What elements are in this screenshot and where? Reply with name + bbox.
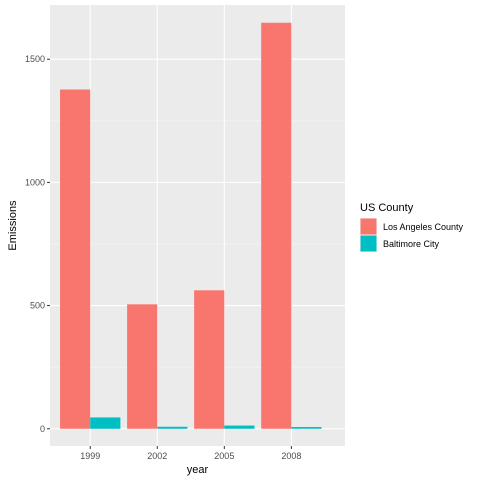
bar-1999-baltimore [90,417,121,429]
y-tick-label: 500 [30,301,45,311]
bar-2005-los-angeles [194,290,225,429]
y-tick-label: 1000 [25,177,45,187]
bar-2002-baltimore [157,426,188,429]
y-tick-label: 0 [40,424,45,434]
x-tick-label: 2008 [281,451,301,461]
legend-label: Los Angeles County [383,222,464,232]
bar-2002-los-angeles [127,304,158,429]
x-tick-label: 2005 [214,451,234,461]
legend: US County Los Angeles County Baltimore Ci… [360,202,464,252]
x-tick-label: 1999 [80,451,100,461]
legend-swatch [360,235,377,252]
x-tick-label: 2002 [147,451,167,461]
x-axis: 1999 2002 2005 2008 [80,446,301,461]
y-axis: 0 500 1000 1500 [25,54,50,434]
y-tick-label: 1500 [25,54,45,64]
bar-2008-baltimore [291,427,322,429]
bar-1999-los-angeles [60,89,91,429]
legend-label: Baltimore City [383,239,440,249]
bar-2005-baltimore [224,425,255,429]
y-axis-title: Emissions [7,200,19,251]
legend-swatch [360,218,377,235]
legend-title: US County [360,202,414,214]
bar-2008-los-angeles [261,22,292,429]
x-axis-title: year [187,464,209,476]
bars [60,22,322,429]
